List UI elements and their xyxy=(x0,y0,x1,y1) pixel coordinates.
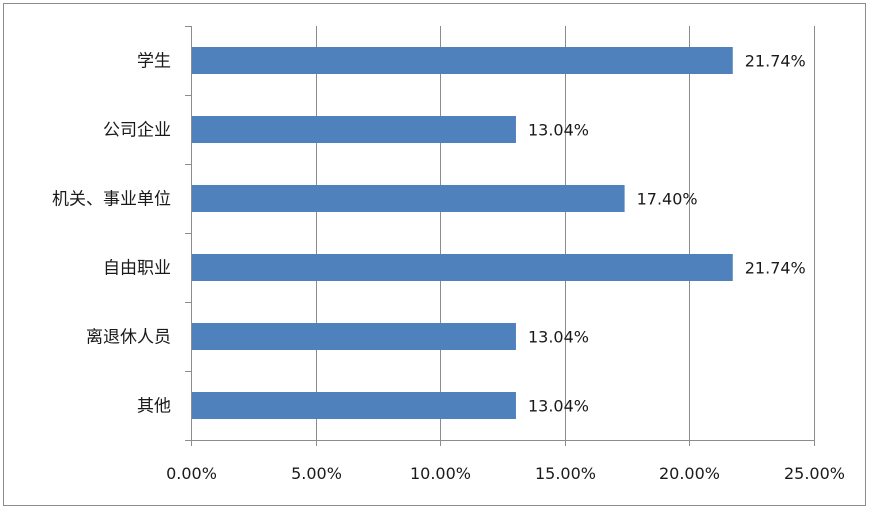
value-label: 13.04% xyxy=(528,121,589,140)
category-label: 公司企业 xyxy=(103,121,171,141)
value-label: 17.40% xyxy=(637,190,698,209)
bar xyxy=(192,254,733,281)
value-label: 13.04% xyxy=(528,328,589,347)
category-label: 学生 xyxy=(137,52,171,72)
value-label: 21.74% xyxy=(745,52,806,71)
bar xyxy=(192,116,516,143)
x-tick-label: 20.00% xyxy=(659,464,720,483)
bar xyxy=(192,185,625,212)
bar xyxy=(192,47,733,74)
x-tick-label: 0.00% xyxy=(166,464,217,483)
category-label: 自由职业 xyxy=(103,259,171,279)
value-label: 13.04% xyxy=(528,397,589,416)
x-tick-label: 25.00% xyxy=(784,464,845,483)
value-labels: 21.74% 13.04% 17.40% 21.74% 13.04% 13.04% xyxy=(528,52,806,416)
x-tick-label: 15.00% xyxy=(535,464,596,483)
bars xyxy=(192,47,733,419)
value-label: 21.74% xyxy=(745,259,806,278)
x-tick-label: 10.00% xyxy=(410,464,471,483)
bar xyxy=(192,323,516,350)
category-label: 机关、事业单位 xyxy=(52,190,171,210)
x-tick-label: 5.00% xyxy=(291,464,342,483)
category-label: 其他 xyxy=(137,397,171,417)
x-tick-labels: 0.00% 5.00% 10.00% 15.00% 20.00% 25.00% xyxy=(166,464,845,483)
gridlines xyxy=(316,26,815,440)
axes xyxy=(185,26,815,446)
bar xyxy=(192,392,516,419)
category-label: 离退休人员 xyxy=(86,328,171,348)
